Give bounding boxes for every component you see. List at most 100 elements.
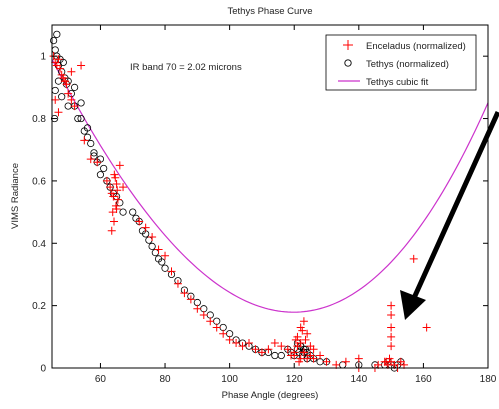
legend: Enceladus (normalized) Tethys (normalize…: [325, 34, 477, 91]
ir-band-annotation: IR band 70 = 2.02 microns: [130, 62, 242, 73]
ticks-layer: 60 80 100 120 140 160 180 0 0.2 0.4 0.6 0.8 1: [32, 25, 497, 385]
enceladus-point: [225, 335, 234, 344]
tethys-point: [161, 264, 169, 272]
enceladus-point: [341, 357, 350, 366]
arrow-head: [400, 290, 426, 320]
tethys-point: [277, 351, 285, 360]
enceladus-point: [135, 217, 144, 226]
y-tick-label: 0.2: [32, 301, 46, 312]
enceladus-point: [107, 226, 116, 235]
legend-label-enceladus: Enceladus (normalized): [366, 41, 466, 52]
legend-label-tethys: Tethys (normalized): [366, 59, 449, 70]
enceladus-point: [309, 354, 318, 363]
tethys-point: [53, 30, 61, 38]
enceladus-point: [64, 89, 73, 98]
enceladus-point: [232, 339, 241, 348]
fit-curve: [51, 59, 489, 313]
enceladus-point: [387, 332, 396, 341]
enceladus-point: [70, 102, 79, 111]
enceladus-point: [299, 317, 308, 326]
enceladus-point: [109, 192, 118, 201]
enceladus-point: [409, 254, 418, 263]
enceladus-point: [113, 195, 122, 204]
tethys-point: [129, 208, 137, 216]
enceladus-point: [322, 357, 331, 366]
tethys-point: [77, 114, 85, 123]
enceladus-point: [180, 289, 189, 298]
arrow-shaft: [411, 110, 499, 300]
enceladus-point: [206, 317, 215, 326]
enceladus-point: [303, 329, 312, 338]
enceladus-point: [119, 183, 128, 192]
y-tick-label: 1: [40, 52, 46, 63]
enceladus-point: [212, 323, 221, 332]
tethys-point: [83, 124, 92, 132]
enceladus-point: [301, 335, 310, 344]
tethys-point: [50, 114, 59, 123]
enceladus-point: [111, 173, 120, 182]
arrow: [400, 110, 499, 320]
enceladus-point: [354, 354, 363, 363]
legend-marker-circle: [344, 59, 352, 67]
enceladus-point: [54, 108, 63, 117]
tethys-point: [100, 164, 108, 173]
enceladus-point: [293, 342, 302, 351]
x-tick-label: 180: [480, 374, 497, 385]
enceladus-point: [316, 351, 325, 360]
enceladus-point: [112, 204, 121, 213]
enceladus-point: [51, 95, 60, 104]
enceladus-point: [299, 348, 308, 357]
x-tick-label: 80: [159, 374, 171, 385]
enceladus-point: [86, 155, 95, 164]
enceladus-point: [186, 295, 195, 304]
enceladus-point: [77, 61, 86, 70]
y-axis-label: VIMS Radiance: [10, 163, 21, 229]
enceladus-point: [112, 180, 121, 189]
enceladus-point: [115, 161, 124, 170]
enceladus-point: [257, 348, 266, 357]
enceladus-point: [161, 251, 170, 260]
x-tick-label: 160: [415, 374, 432, 385]
tethys-point: [50, 36, 58, 45]
tethys-point: [119, 208, 127, 216]
enceladus-point: [251, 345, 260, 354]
enceladus-point: [141, 223, 150, 232]
tethys-point: [59, 58, 67, 67]
y-tick-label: 0: [40, 364, 46, 375]
enceladus-point: [387, 323, 396, 332]
y-tick-label: 0.6: [32, 176, 46, 187]
enceladus-point: [387, 301, 396, 310]
x-tick-label: 120: [286, 374, 303, 385]
enceladus-point: [110, 217, 119, 226]
legend-marker-plus: [343, 40, 353, 50]
enceladus-point: [306, 342, 315, 351]
enceladus-point: [245, 339, 254, 348]
tethys-point: [71, 83, 79, 91]
enceladus-point: [167, 267, 176, 276]
enceladus-point: [270, 339, 279, 348]
fit-curve-layer: [51, 59, 489, 313]
enceladus-point: [199, 310, 208, 319]
tethys-point: [96, 171, 105, 179]
enceladus-point: [264, 345, 273, 354]
enceladus-point: [387, 310, 396, 319]
enceladus-point: [67, 95, 76, 104]
tethys-point: [158, 258, 166, 266]
enceladus-point: [193, 304, 202, 313]
tethys-point: [87, 139, 95, 148]
x-tick-label: 140: [350, 374, 367, 385]
enceladus-point: [219, 329, 228, 338]
enceladus-point: [422, 323, 431, 332]
enceladus-point: [60, 77, 69, 86]
enceladus-point: [113, 186, 122, 195]
enceladus-point: [106, 183, 115, 192]
y-tick-label: 0.4: [32, 239, 46, 250]
enceladus-point: [80, 136, 89, 145]
enceladus-point: [67, 67, 76, 76]
x-tick-label: 60: [95, 374, 107, 385]
enceladus-point: [283, 345, 292, 354]
enceladus-point: [293, 332, 302, 341]
enceladus-point: [154, 245, 163, 254]
tethys-point: [74, 114, 82, 123]
